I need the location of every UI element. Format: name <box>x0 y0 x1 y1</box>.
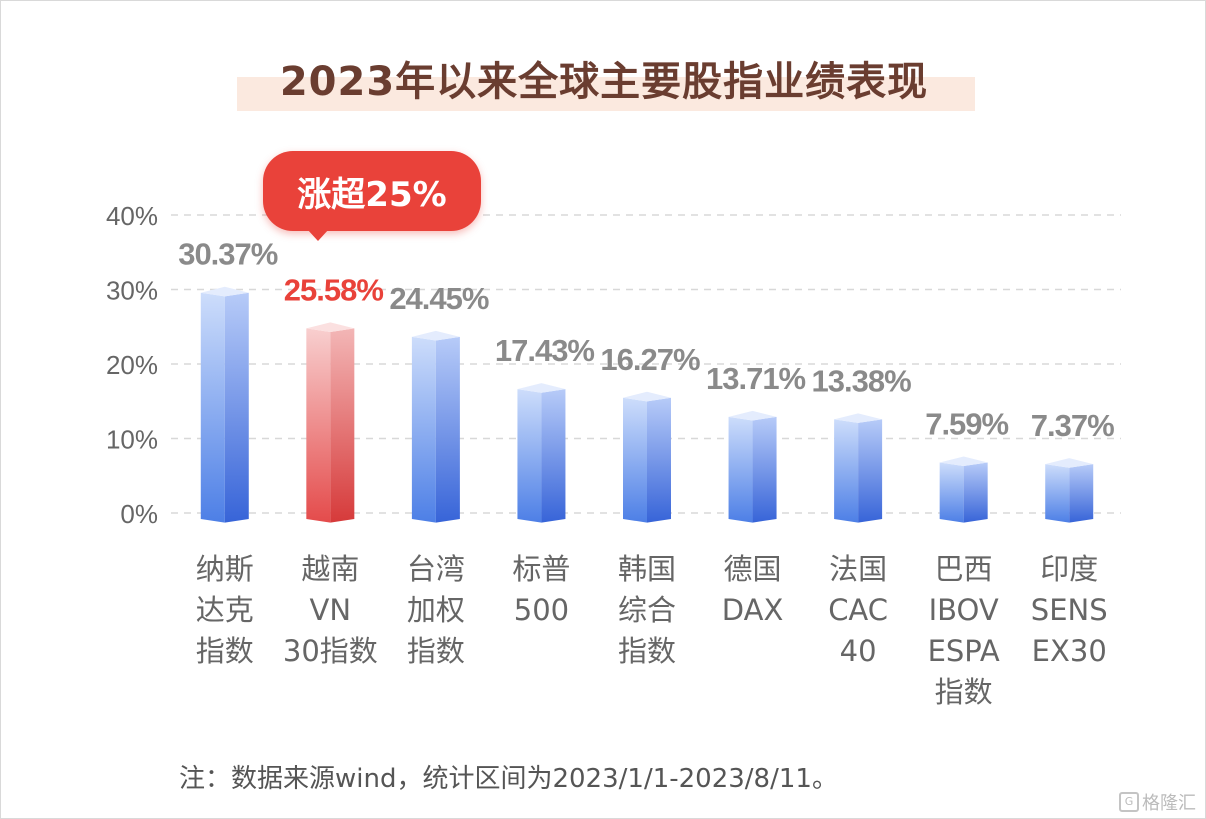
category-label-line: 指数 <box>407 634 465 668</box>
bar-right-face <box>224 292 249 523</box>
category-label: 韩国综合指数 <box>618 552 676 668</box>
category-label-line: 纳斯 <box>196 552 254 586</box>
category-label: 巴西 IBOV ESPA 指数 <box>928 552 1000 709</box>
bar-left-face <box>517 389 542 523</box>
bar <box>1045 458 1094 523</box>
title-highlight-band <box>237 77 975 111</box>
bar <box>939 456 988 523</box>
bar-top-cap <box>728 410 777 421</box>
y-tick-label: 40% <box>106 201 158 231</box>
bar-top-cap <box>200 286 249 297</box>
bar <box>200 286 249 523</box>
bar-right-face <box>1069 464 1094 523</box>
bar-top-cap <box>623 391 671 402</box>
highlight-callout: 涨超25% <box>263 151 481 231</box>
bar-left-face <box>306 328 331 523</box>
callout-pointer <box>307 229 329 241</box>
y-tick-label: 30% <box>106 276 158 306</box>
category-label-line: VN <box>310 593 352 627</box>
source-footnote: 注：数据来源wind，统计区间为2023/1/1-2023/8/11。 <box>179 764 838 794</box>
bar-right-face <box>752 416 777 523</box>
watermark-text: 格隆汇 <box>1142 793 1196 814</box>
value-label: 13.38% <box>812 363 912 398</box>
bar-left-face <box>834 419 859 523</box>
bar-chart: 0% 10% 20% 30% 40% 30.37% 纳斯达克指数 25.58% 越南 VN 30指数… <box>106 201 1121 709</box>
bar-left-face <box>939 462 964 523</box>
bar <box>834 413 883 523</box>
bar-right-face <box>858 419 883 523</box>
category-label-line: 德国 <box>724 552 782 586</box>
bar-left-face <box>411 336 436 523</box>
category-label-line: 加权 <box>407 593 465 627</box>
category-label-line: 指数 <box>618 634 676 668</box>
bar-top-cap <box>834 413 883 423</box>
category-label: 印度 SENS EX30 <box>1031 552 1108 668</box>
category-label-line: DAX <box>722 593 784 627</box>
category-label-line: IBOV <box>929 593 999 627</box>
value-label: 30.37% <box>178 237 278 272</box>
value-label: 17.43% <box>495 333 595 368</box>
category-label-line: EX30 <box>1032 634 1107 668</box>
bar-top-cap <box>939 456 988 467</box>
bar-top-cap <box>1045 458 1094 468</box>
category-label: 法国 CAC 40 <box>828 552 888 668</box>
bar <box>306 322 355 523</box>
bar-top-cap <box>306 322 355 333</box>
category-label-line: ESPA <box>928 634 1000 668</box>
category-label-line: SENS <box>1031 593 1108 627</box>
y-tick-label: 0% <box>120 499 158 529</box>
value-label: 24.45% <box>389 281 489 316</box>
category-label-line: 指数 <box>935 675 993 709</box>
watermark: G 格隆汇 <box>1119 789 1196 815</box>
bar-left-face <box>1045 464 1070 523</box>
y-tick-label: 10% <box>106 425 158 455</box>
category-label-line: 500 <box>514 593 569 627</box>
value-label: 7.59% <box>925 406 1008 441</box>
value-label: 7.37% <box>1031 408 1114 443</box>
category-label-line: 印度 <box>1040 552 1098 586</box>
category-label: 越南 VN 30指数 <box>283 552 378 668</box>
value-label: 16.27% <box>600 342 700 377</box>
category-label-line: 达克 <box>196 593 254 627</box>
bar-top-cap <box>411 330 460 341</box>
bar-left-face <box>728 416 753 523</box>
bar-right-face <box>647 397 671 523</box>
value-label: 13.71% <box>706 361 806 396</box>
category-label-line: 综合 <box>618 593 676 627</box>
bar <box>517 383 566 523</box>
category-label-line: 指数 <box>196 634 254 668</box>
g-logo-icon: G <box>1119 792 1139 812</box>
category-label-line: 40 <box>840 634 877 668</box>
bar <box>411 330 460 523</box>
chart-title: 2023年以来全球主要股指业绩表现 <box>279 59 929 105</box>
category-label-line: 韩国 <box>618 552 676 586</box>
bar-right-face <box>541 389 566 523</box>
category-label: 纳斯达克指数 <box>196 552 254 668</box>
bar-right-face <box>330 328 355 523</box>
bar-left-face <box>200 292 225 523</box>
category-label-line: CAC <box>828 593 888 627</box>
value-label: 25.58% <box>284 272 384 307</box>
bar <box>623 391 671 523</box>
bar-right-face <box>963 462 988 523</box>
category-label-line: 台湾 <box>407 552 465 586</box>
bar-left-face <box>623 397 647 523</box>
bar-top-cap <box>517 383 566 393</box>
category-label: 德国 DAX <box>722 552 784 627</box>
y-tick-label: 20% <box>106 350 158 380</box>
category-label-line: 法国 <box>829 552 887 586</box>
category-label-line: 标普 <box>512 552 570 586</box>
category-label-line: 30指数 <box>283 634 378 668</box>
category-label-line: 越南 <box>301 552 359 586</box>
bar-right-face <box>435 336 460 523</box>
category-label: 标普 500 <box>512 552 570 627</box>
category-label-line: 巴西 <box>935 552 993 586</box>
category-label: 台湾加权指数 <box>407 552 465 668</box>
bar <box>728 410 777 523</box>
